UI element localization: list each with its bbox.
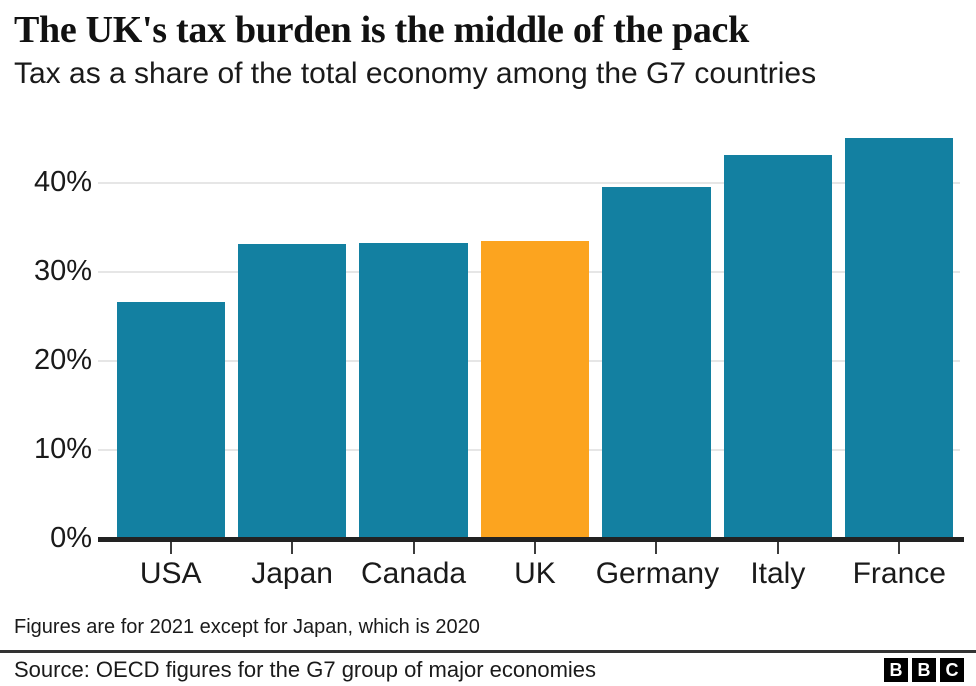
x-axis-line: [98, 537, 964, 542]
bar-japan[interactable]: [237, 243, 347, 539]
bar-italy[interactable]: [723, 154, 833, 539]
x-axis-tick-italy: [776, 542, 779, 554]
x-axis-label-uk: UK: [514, 557, 556, 590]
x-axis-tick-usa: [169, 542, 172, 554]
gridline-40%: [98, 182, 960, 184]
source-text: Source: OECD figures for the G7 group of…: [14, 657, 597, 682]
x-axis-label-canada: Canada: [361, 557, 467, 590]
x-axis-tick-canada: [412, 542, 415, 554]
y-axis-tick-label: 0%: [50, 522, 92, 554]
y-axis-tick: 0%: [0, 524, 92, 553]
x-axis-label-italy: Italy: [750, 557, 806, 590]
y-axis-tick: 10%: [0, 435, 92, 464]
y-axis-tick-label: 10%: [33, 433, 92, 465]
chart-header: The UK's tax burden is the middle of the…: [14, 8, 964, 92]
bbc-logo-letter-3: C: [940, 658, 964, 682]
bar-germany[interactable]: [602, 187, 711, 539]
source-divider: [0, 650, 976, 653]
y-axis-tick: 20%: [0, 346, 92, 375]
chart-footnote: Figures are for 2021 except for Japan, w…: [14, 616, 480, 638]
y-axis-tick-label: 30%: [33, 255, 92, 287]
bar-uk[interactable]: [480, 240, 590, 539]
bar-usa[interactable]: [116, 302, 225, 539]
x-axis-label-usa: USA: [139, 557, 202, 590]
x-axis-tick-japan: [291, 542, 294, 554]
bar-canada[interactable]: [359, 242, 468, 539]
bbc-logo-letter-2: B: [912, 658, 936, 682]
page-title: The UK's tax burden is the middle of the…: [14, 9, 749, 51]
bars-layer: [116, 137, 954, 539]
y-axis-tick-label: 20%: [33, 344, 92, 376]
x-axis-tick-france: [898, 542, 901, 554]
x-axis-tick-germany: [655, 542, 658, 554]
x-axis-label-france: France: [852, 557, 946, 590]
bar-france[interactable]: [845, 137, 954, 539]
y-axis-tick-label: 40%: [33, 166, 92, 198]
bbc-logo-letter-1: B: [884, 658, 908, 682]
chart-subtitle: Tax as a share of the total economy amon…: [14, 57, 817, 90]
x-axis-label-japan: Japan: [251, 557, 333, 590]
x-axis-label-germany: Germany: [595, 557, 720, 590]
x-axis-tick-uk: [534, 542, 536, 554]
y-axis-tick: 30%: [0, 257, 92, 286]
y-axis-tick: 40%: [0, 168, 92, 197]
source-row: Source: OECD figures for the G7 group of…: [0, 653, 976, 686]
